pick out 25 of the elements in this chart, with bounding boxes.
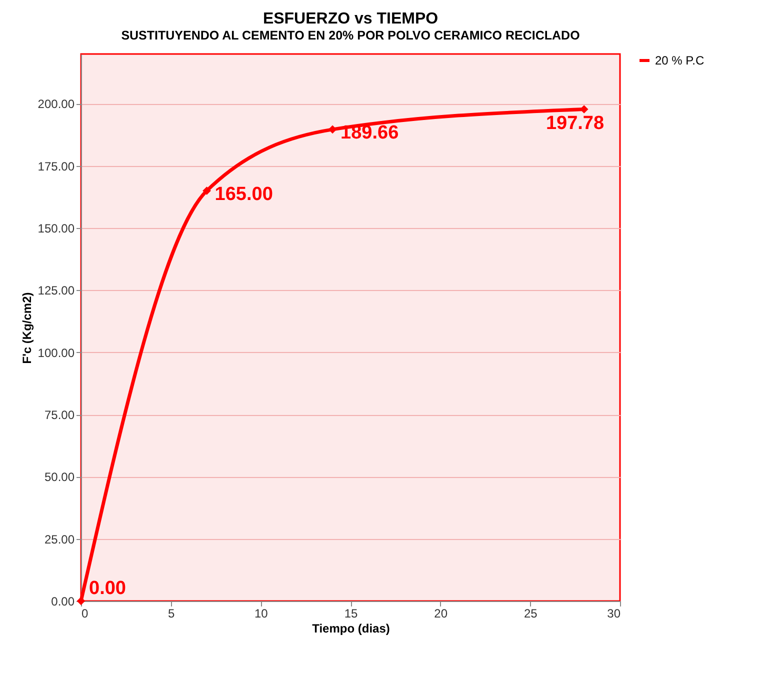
y-tick-label: 0.00 bbox=[51, 594, 75, 608]
y-tick-label: 175.00 bbox=[38, 159, 75, 174]
y-tick-label: 125.00 bbox=[38, 284, 75, 298]
point bbox=[202, 186, 211, 195]
x-tick-label: 5 bbox=[168, 606, 175, 620]
x-tick-label: 25 bbox=[524, 606, 538, 620]
data-label: 197.78 bbox=[546, 113, 604, 134]
y-axis-title: F'c (Kg/cm2) bbox=[20, 292, 34, 364]
y-tick-label: 200.00 bbox=[38, 97, 75, 112]
x-tick-label: 10 bbox=[254, 606, 268, 620]
chart-title: ESFUERZO vs TIEMPO bbox=[262, 10, 438, 28]
y-tick-label: 50.00 bbox=[44, 470, 75, 484]
chart-subtitle: SUSTITUYENDO AL CEMENTO EN 20% POR POLVO CERAMICO RECICLADO bbox=[121, 28, 580, 42]
y-tick-label: 150.00 bbox=[38, 222, 75, 236]
legend-label: 20 % P.C bbox=[655, 54, 704, 68]
data-label: 0.00 bbox=[89, 578, 126, 599]
data-label: 165.00 bbox=[214, 184, 273, 205]
x-tick-label: 0 bbox=[82, 606, 88, 620]
y-tick-label: 100.00 bbox=[38, 346, 75, 360]
x-tick-label: 15 bbox=[344, 606, 358, 620]
x-tick-label: 20 bbox=[434, 606, 448, 620]
x-tick-label: 30 bbox=[607, 606, 621, 620]
y-tick-label: 25.00 bbox=[44, 532, 75, 546]
x-axis-title: Tiempo (dias) bbox=[312, 622, 390, 636]
y-tick-label: 75.00 bbox=[44, 408, 75, 422]
